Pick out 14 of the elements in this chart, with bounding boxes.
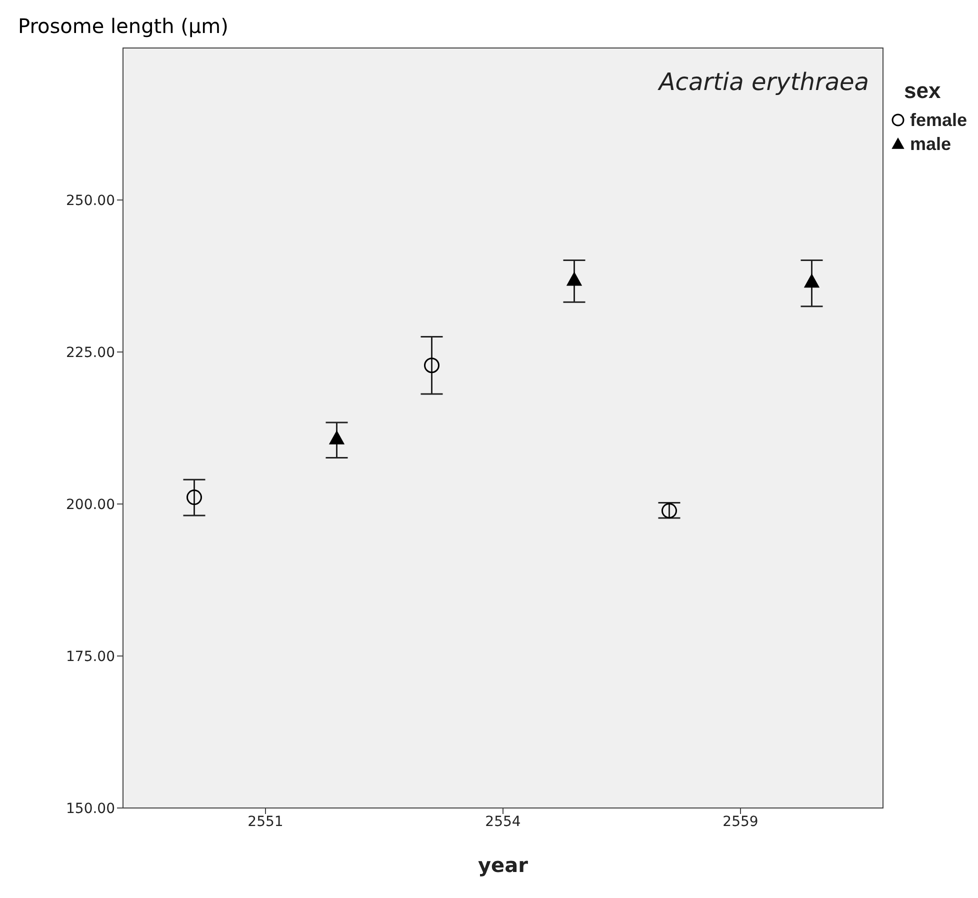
y-tick-label: 225.00 (66, 344, 115, 361)
y-axis-title: Prosome length (µm) (18, 14, 228, 38)
legend-label: male (909, 133, 952, 156)
x-axis-title: year (478, 853, 528, 877)
x-tick-label: 2551 (248, 814, 284, 830)
x-tick-label: 2554 (485, 814, 521, 830)
annotation: Acartia erythraea (656, 68, 870, 96)
y-tick-label: 175.00 (66, 648, 115, 665)
y-tick-label: 250.00 (66, 192, 115, 209)
legend-title: sex (904, 78, 942, 104)
y-tick-label: 200.00 (66, 496, 115, 513)
y-tick-label: 150.00 (66, 800, 115, 817)
x-tick-label: 2559 (722, 814, 758, 830)
legend-label: female (909, 109, 968, 132)
